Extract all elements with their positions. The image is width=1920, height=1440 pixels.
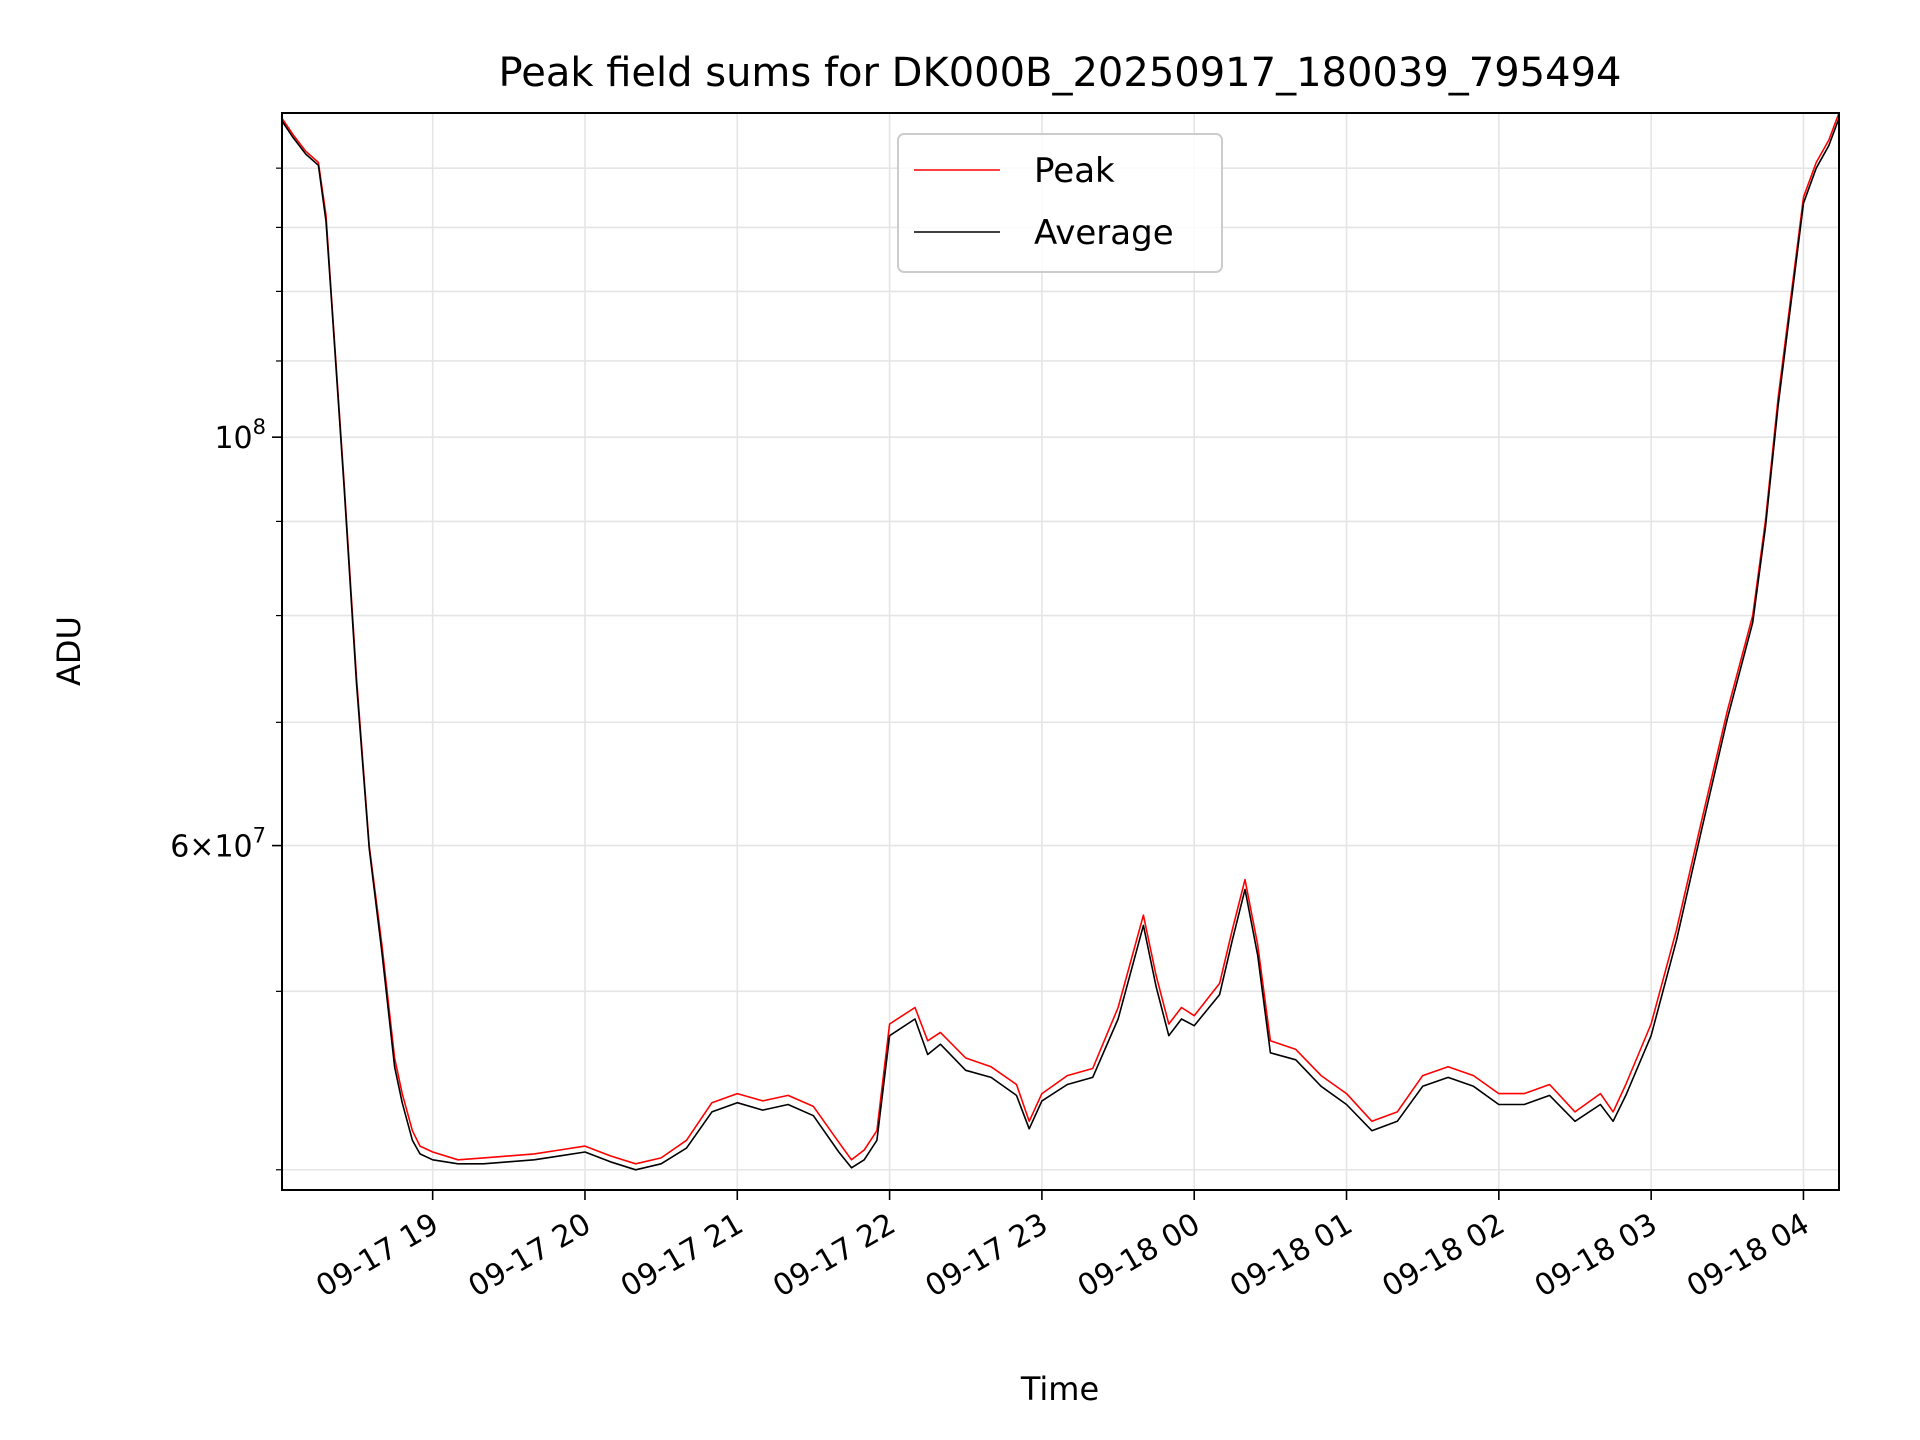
x-axis-title: Time [1020,1370,1099,1408]
series-layer [281,112,1840,1171]
series-line-average [281,118,1840,1171]
legend-label-average: Average [1034,213,1174,253]
legend: Peak Average [897,133,1223,273]
y-axis-title: ADU [50,616,88,686]
series-line-peak [281,112,1840,1165]
legend-label-peak: Peak [1034,151,1115,191]
grid [282,113,1839,1190]
y-tick-label: 108 [214,415,266,456]
chart-title: Peak field sums for DK000B_20250917_1800… [499,50,1622,96]
y-tick-label: 6×107 [170,824,266,865]
plot-frame [281,112,1840,1191]
legend-box [897,133,1223,273]
